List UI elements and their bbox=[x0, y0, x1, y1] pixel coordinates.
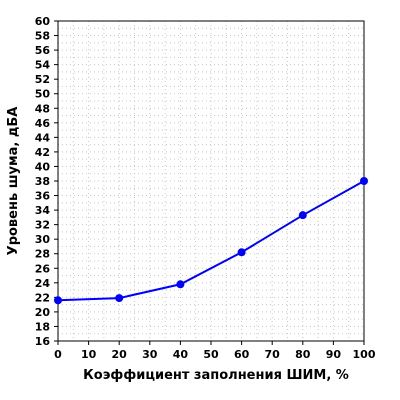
y-tick-label: 28 bbox=[35, 248, 50, 261]
y-tick-label: 60 bbox=[35, 15, 51, 28]
y-tick-label: 56 bbox=[35, 44, 51, 57]
x-tick-label: 60 bbox=[234, 348, 250, 361]
x-tick-label: 0 bbox=[54, 348, 62, 361]
y-tick-label: 18 bbox=[35, 320, 50, 333]
data-point bbox=[54, 296, 62, 305]
x-tick-label: 70 bbox=[265, 348, 281, 361]
y-tick-label: 36 bbox=[35, 190, 51, 203]
data-point bbox=[360, 177, 368, 185]
series bbox=[54, 177, 368, 305]
x-tick-labels: 0 10 20 30 40 50 60 70 80 90 100 bbox=[54, 348, 376, 361]
ticks bbox=[54, 20, 365, 345]
x-tick-label: 100 bbox=[353, 348, 376, 361]
y-tick-label: 22 bbox=[35, 291, 50, 304]
y-tick-label: 24 bbox=[35, 277, 51, 290]
y-tick-label: 40 bbox=[35, 160, 51, 173]
x-axis-label: Коэффициент заполнения ШИМ, % bbox=[83, 368, 349, 383]
x-tick-label: 20 bbox=[112, 348, 128, 361]
y-tick-label: 20 bbox=[35, 306, 51, 319]
data-point bbox=[115, 294, 124, 303]
series-line bbox=[57, 180, 365, 302]
x-tick-label: 50 bbox=[203, 348, 219, 361]
y-tick-label: 26 bbox=[35, 262, 51, 275]
x-tick-label: 90 bbox=[326, 348, 342, 361]
x-tick-label: 40 bbox=[173, 348, 189, 361]
y-tick-label: 58 bbox=[35, 30, 50, 43]
y-tick-label: 54 bbox=[35, 59, 51, 72]
data-point bbox=[298, 211, 307, 220]
y-tick-label: 34 bbox=[35, 204, 51, 217]
y-tick-label: 52 bbox=[35, 73, 50, 86]
y-tick-label: 16 bbox=[35, 335, 51, 348]
y-tick-label: 42 bbox=[35, 146, 50, 159]
x-tick-label: 80 bbox=[295, 348, 311, 361]
x-tick-label: 30 bbox=[142, 348, 158, 361]
y-tick-label: 30 bbox=[35, 233, 51, 246]
y-tick-label: 44 bbox=[35, 131, 51, 144]
y-axis-label: Уровень шума, дБА bbox=[6, 107, 21, 256]
y-tick-label: 38 bbox=[35, 175, 50, 188]
data-point bbox=[176, 280, 185, 289]
y-tick-label: 50 bbox=[35, 88, 51, 101]
x-tick-label: 10 bbox=[81, 348, 97, 361]
y-tick-label: 48 bbox=[35, 102, 50, 115]
grid bbox=[58, 21, 364, 341]
y-tick-label: 32 bbox=[35, 219, 50, 232]
y-tick-label: 46 bbox=[35, 117, 51, 130]
data-point bbox=[237, 248, 246, 257]
